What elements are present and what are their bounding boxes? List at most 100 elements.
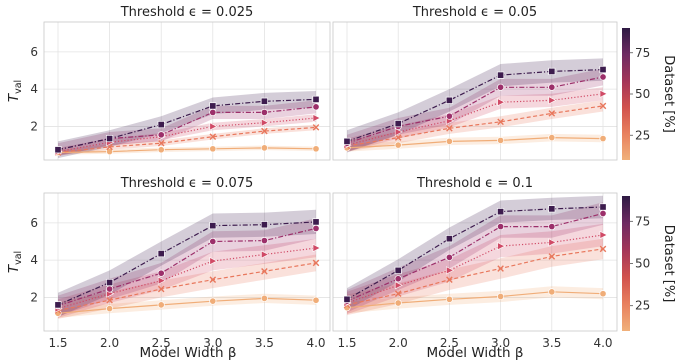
- data-point-85: [394, 266, 402, 274]
- data-point-60: [599, 209, 607, 218]
- data-point-60: [548, 223, 556, 231]
- data-point-85: [599, 66, 607, 74]
- data-point-25: [209, 276, 217, 284]
- data-point-40: [599, 230, 608, 240]
- x-axis-label-right: Model Width β: [427, 345, 524, 360]
- data-point-85: [343, 137, 351, 145]
- data-point-85: [260, 221, 268, 229]
- data-point-10: [312, 296, 320, 304]
- data-point-40: [312, 243, 321, 253]
- colorbar-tick-label: 25: [635, 299, 650, 313]
- data-point-10: [157, 301, 165, 309]
- panel-frame: [332, 21, 618, 161]
- series-line-40: [346, 234, 604, 304]
- data-point-10: [497, 136, 505, 144]
- panel-frame: [332, 192, 618, 332]
- ci-band-40: [58, 114, 316, 156]
- series-line-10: [346, 291, 604, 309]
- ci-band-25: [347, 238, 603, 316]
- colorbar-scale: [622, 28, 630, 160]
- data-point-25: [394, 290, 402, 297]
- y-axis-label: Tval: [6, 251, 24, 273]
- data-point-10: [157, 146, 165, 154]
- data-point-25: [599, 245, 607, 253]
- data-point-40: [157, 276, 166, 285]
- data-point-40: [497, 98, 506, 107]
- data-point-60: [260, 108, 268, 116]
- series-line-60: [57, 227, 317, 307]
- data-point-85: [312, 218, 320, 226]
- data-point-25: [312, 259, 320, 267]
- data-point-85: [548, 67, 556, 75]
- series-line-25: [346, 248, 604, 306]
- series-line-25: [57, 262, 317, 312]
- x-axis-label-left: Model Width β: [140, 345, 237, 360]
- series-line-10: [346, 136, 604, 149]
- x-tick-label: 1.5: [48, 336, 67, 350]
- data-point-85: [209, 222, 217, 230]
- series-line-60: [346, 76, 604, 144]
- ci-band-40: [58, 238, 316, 318]
- y-axis-label: Tval: [6, 80, 24, 102]
- ci-band-60: [347, 202, 603, 313]
- colorbar-2: 25 50 75 Dataset [%]: [622, 196, 676, 331]
- data-point-40: [261, 250, 270, 259]
- data-point-85: [312, 95, 320, 103]
- x-tick-label: 4.0: [593, 336, 612, 350]
- x-tick-label: 2.5: [152, 336, 171, 350]
- data-point-10: [548, 134, 556, 142]
- data-point-60: [497, 223, 505, 231]
- ci-band-40: [347, 223, 603, 315]
- data-point-10: [106, 148, 114, 156]
- data-point-25: [209, 133, 217, 140]
- data-point-60: [157, 131, 165, 139]
- series-line-85: [57, 221, 317, 306]
- data-point-10: [599, 290, 607, 298]
- series-line-25: [346, 105, 604, 147]
- series-line-10: [57, 147, 317, 154]
- data-point-25: [599, 102, 607, 110]
- data-point-25: [312, 124, 320, 131]
- data-point-60: [157, 269, 165, 277]
- data-point-60: [599, 73, 607, 81]
- data-point-85: [106, 135, 114, 143]
- colorbar-tick-label: 75: [635, 214, 650, 228]
- ci-band-25: [347, 100, 603, 152]
- data-point-10: [394, 141, 402, 149]
- data-point-25: [157, 285, 165, 293]
- data-point-60: [394, 275, 402, 283]
- x-tick-label: 3.5: [542, 336, 561, 350]
- ci-band-85: [347, 195, 603, 311]
- data-point-10: [394, 299, 402, 307]
- panel-title: Threshold ϵ = 0.1: [416, 176, 533, 191]
- series-line-25: [57, 126, 317, 154]
- series-line-85: [346, 69, 604, 142]
- y-tick-label: 4: [30, 82, 38, 96]
- data-point-85: [548, 205, 556, 213]
- data-point-40: [548, 238, 557, 247]
- data-point-40: [446, 266, 455, 275]
- ci-band-85: [58, 209, 316, 317]
- panel-title: Threshold ϵ = 0.025: [120, 5, 254, 20]
- data-point-60: [497, 83, 505, 91]
- data-point-85: [497, 71, 505, 79]
- data-point-10: [209, 145, 217, 153]
- data-point-85: [445, 235, 453, 243]
- data-point-85: [599, 203, 607, 211]
- colorbar-tick-label: 25: [635, 128, 650, 142]
- series-line-85: [57, 98, 317, 151]
- colorbars: 25 50 75 Dataset [%] 25 50 75 Dataset [%]: [622, 28, 676, 331]
- colorbar-1: 25 50 75 Dataset [%]: [622, 28, 676, 160]
- series-line-10: [57, 297, 317, 314]
- data-point-85: [343, 295, 351, 303]
- colorbar-scale: [622, 196, 630, 331]
- y-tick-label: 6: [30, 216, 38, 230]
- ci-band-60: [58, 218, 316, 317]
- x-tick-label: 2.0: [100, 336, 119, 350]
- data-point-60: [209, 108, 217, 116]
- ci-band-25: [58, 254, 316, 319]
- data-point-10: [445, 137, 453, 145]
- data-point-10: [312, 145, 320, 153]
